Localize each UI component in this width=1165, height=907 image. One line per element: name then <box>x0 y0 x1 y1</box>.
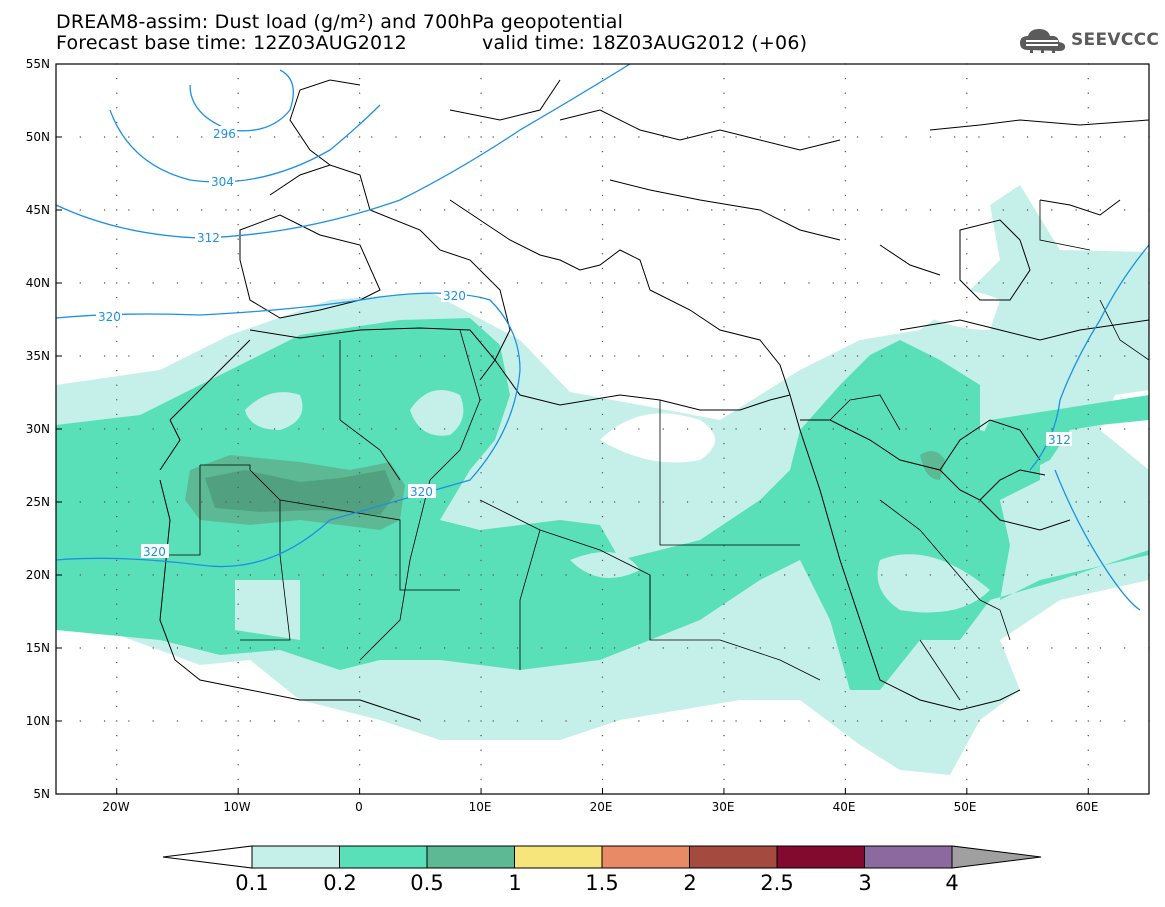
contour-label-312-e: 312 <box>1048 433 1071 447</box>
colorbar-right-arrow <box>951 845 1042 869</box>
lon-label: 40E <box>832 800 856 814</box>
colorbar-swatch <box>776 845 865 869</box>
colorbar-label: 2.5 <box>760 871 794 895</box>
base-time-text: Forecast base time: 12Z03AUG2012 <box>56 32 407 54</box>
map-title: DREAM8-assim: Dust load (g/m²) and 700hP… <box>56 11 624 33</box>
dust-hole-light <box>235 580 300 640</box>
dust-hole-light <box>410 390 464 436</box>
geopotential-contours <box>56 64 1149 611</box>
dust-region-medium <box>56 318 1149 690</box>
seevccc-logo: SEEVCCC <box>1018 25 1159 55</box>
colorbar-swatch <box>514 845 603 869</box>
colorbar-label: 1 <box>508 871 522 895</box>
colorbar-label: 0.5 <box>410 871 444 895</box>
colorbar-swatch <box>689 845 778 869</box>
contour-296 <box>189 69 294 132</box>
contour-304 <box>109 104 381 183</box>
cloud-icon <box>1020 29 1066 53</box>
dust-hole-light <box>570 552 640 578</box>
colorbar-label: 0.1 <box>235 871 269 895</box>
contour-labels: 296 304 312 320 320 320 320 312 <box>96 126 1072 559</box>
lon-label: 10W <box>223 800 251 814</box>
colorbar-swatch <box>339 845 428 869</box>
dust-hole-light <box>245 392 303 430</box>
contour-312 <box>56 64 631 239</box>
lon-label: 60E <box>1075 800 1099 814</box>
contour-label-320-c: 320 <box>410 485 433 499</box>
colorbar-label: 3 <box>858 871 872 895</box>
contour-label-320-b: 320 <box>443 289 466 303</box>
contour-label-320-a: 320 <box>98 310 121 324</box>
lon-label: 20W <box>102 800 130 814</box>
lat-label: 10N <box>25 714 50 728</box>
colorbar-swatch <box>864 845 953 869</box>
lat-label: 35N <box>25 349 50 363</box>
contour-label-312: 312 <box>197 231 220 245</box>
lat-label: 55N <box>25 57 50 71</box>
lat-label: 15N <box>25 641 50 655</box>
colorbar-label: 2 <box>683 871 697 895</box>
dust-hole <box>600 413 715 463</box>
colorbar <box>162 845 1042 869</box>
lat-label: 20N <box>25 568 50 582</box>
contour-312-south <box>1054 469 1141 611</box>
lat-label: 30N <box>25 422 50 436</box>
dust-region-dark <box>920 451 945 480</box>
dust-hole <box>900 290 1000 330</box>
contour-label-304: 304 <box>211 175 234 189</box>
contour-label-296: 296 <box>213 127 236 141</box>
country-borders <box>160 200 1149 701</box>
dust-region-darkest <box>205 470 395 515</box>
lat-label: 40N <box>25 276 50 290</box>
contour-label-320-d: 320 <box>143 545 166 559</box>
colorbar-label: 0.2 <box>323 871 357 895</box>
contour-320-north <box>56 292 521 568</box>
logo-text: SEEVCCC <box>1071 30 1160 50</box>
colorbar-label: 1.5 <box>585 871 619 895</box>
lon-label: 50E <box>953 800 977 814</box>
dust-layer: 296 304 312 320 320 320 320 312 <box>56 64 1149 775</box>
lat-label: 5N <box>33 787 50 801</box>
colorbar-swatch <box>251 845 340 869</box>
lat-label: 45N <box>25 203 50 217</box>
dust-hole-light <box>877 554 990 613</box>
forecast-base-time: Forecast base time: 12Z03AUG2012 valid ti… <box>56 32 807 54</box>
lat-label: 50N <box>25 130 50 144</box>
lon-label: 0 <box>355 800 363 814</box>
lon-label: 10E <box>468 800 492 814</box>
axis-ticks <box>56 63 1089 795</box>
lon-label: 20E <box>589 800 613 814</box>
lon-label: 30E <box>711 800 735 814</box>
colorbar-label: 4 <box>945 871 959 895</box>
valid-time-text: valid time: 18Z03AUG2012 (+06) <box>482 32 808 54</box>
lat-label: 25N <box>25 495 50 509</box>
colorbar-left-arrow <box>162 845 253 869</box>
colorbar-swatch <box>426 845 515 869</box>
colorbar-swatch <box>601 845 690 869</box>
